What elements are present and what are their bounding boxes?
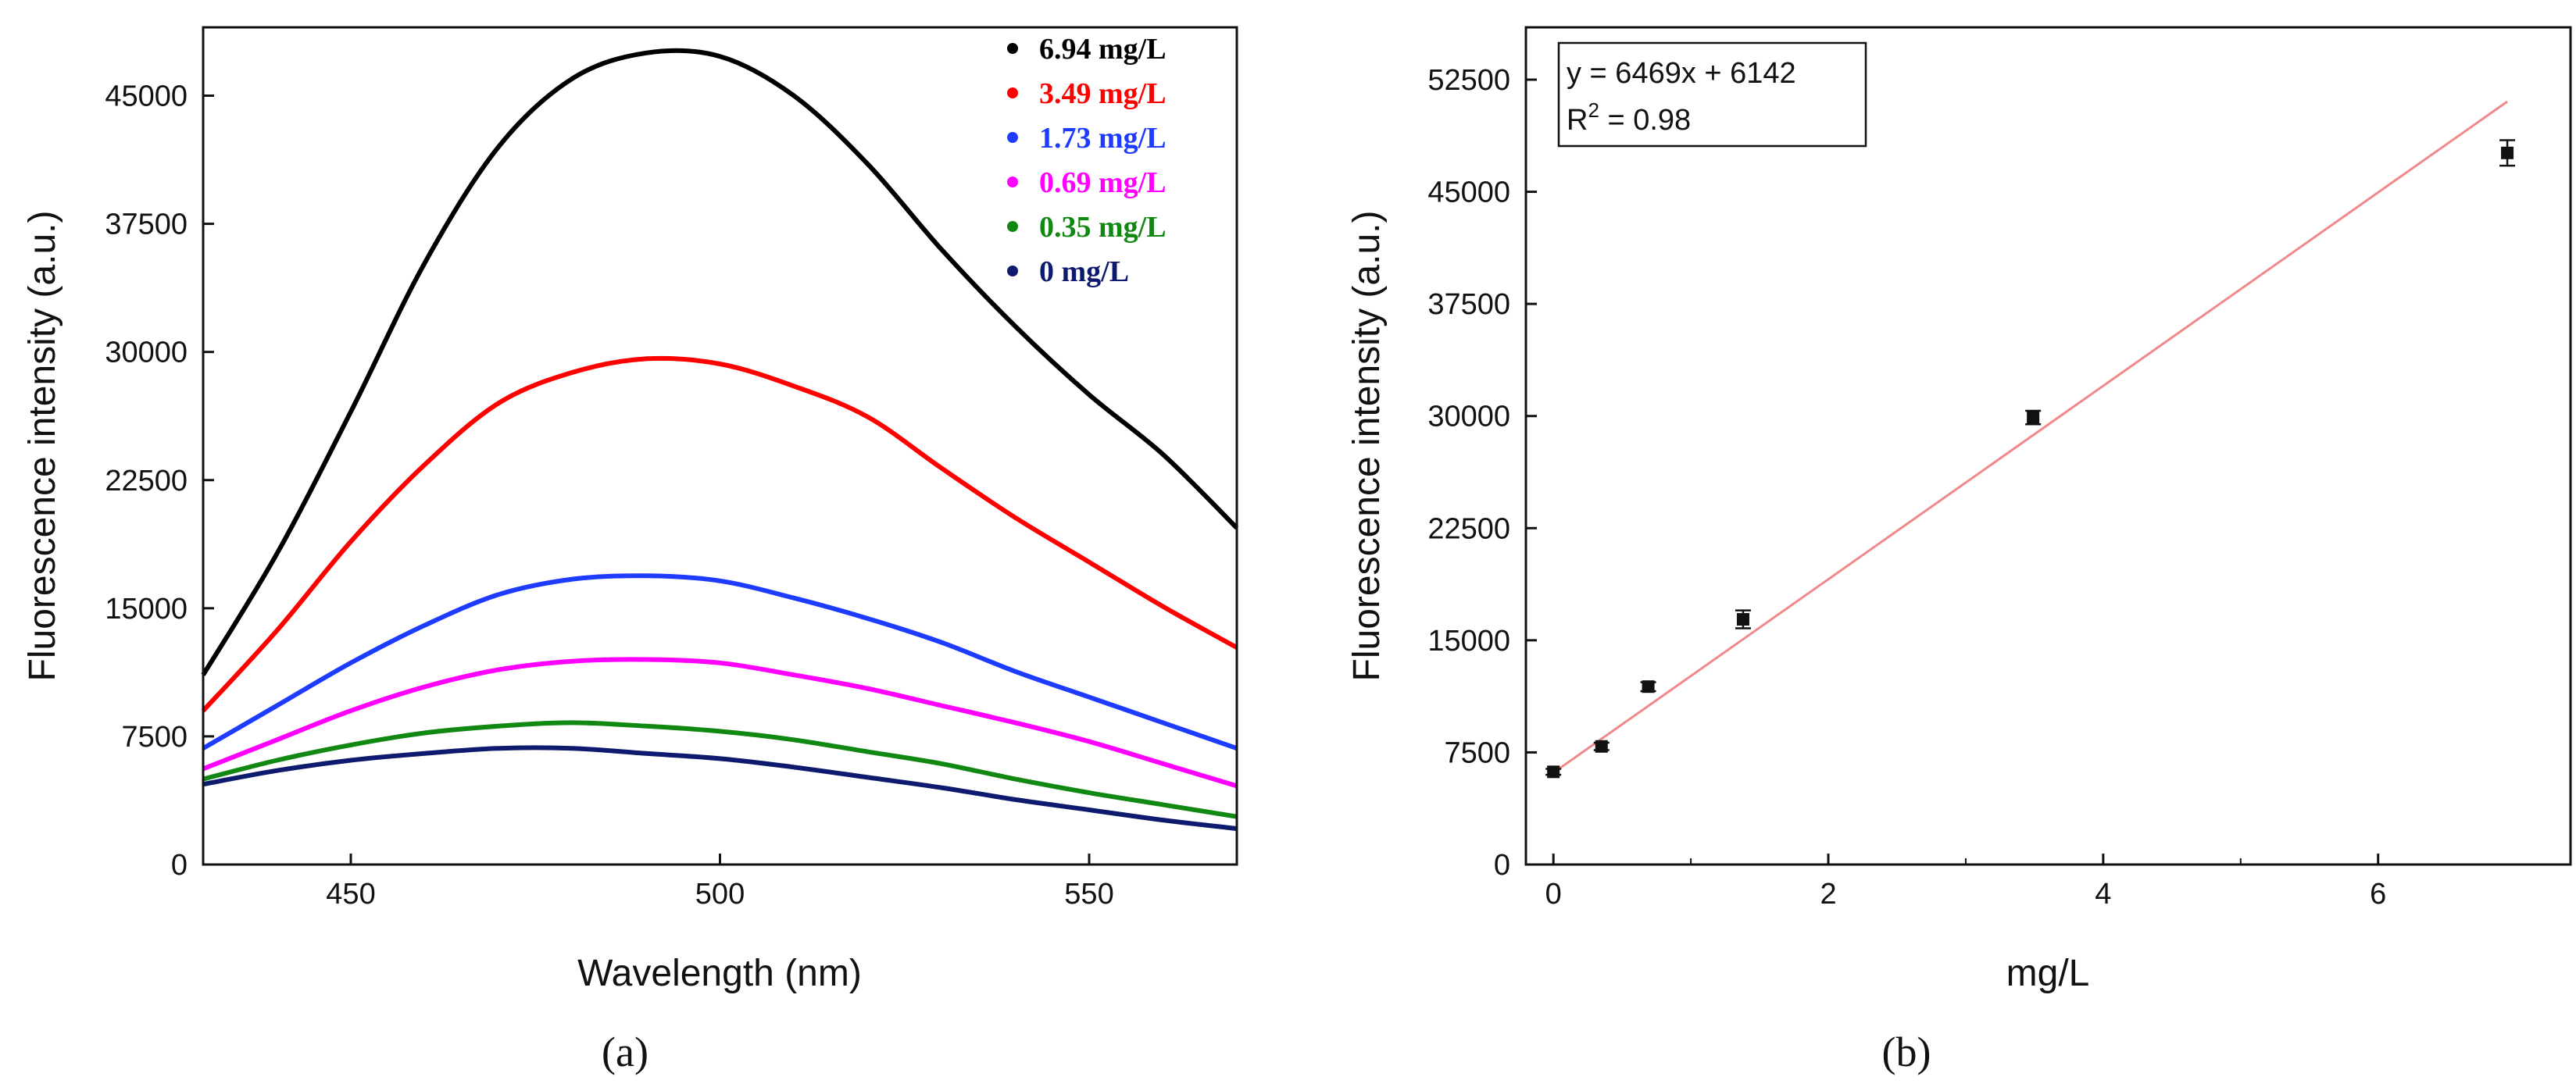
spectra-x-ticks: 450 500 550: [326, 854, 1114, 911]
calibration-y-ticks: 0 7500 15000 22500 30000 37500 45000 52500: [1427, 64, 1537, 882]
spectra-y-tick-label: 15000: [105, 593, 188, 626]
calibration-y-tick-label: 15000: [1427, 625, 1510, 658]
legend-marker-4: [1007, 221, 1018, 232]
point-marker: [1595, 740, 1608, 753]
calibration-y-axis-label: Fluorescence intensity (a.u.): [1346, 211, 1388, 682]
calibration-y-tick-label: 37500: [1427, 288, 1510, 321]
spectrum-line-3: [202, 657, 1238, 789]
point-marker: [2501, 146, 2514, 159]
legend-label-0: 6.94 mg/L: [1039, 33, 1167, 66]
legend-marker-3: [1007, 176, 1018, 187]
spectra-x-tick-label: 550: [1064, 878, 1113, 911]
spectra-y-tick-label: 37500: [105, 209, 188, 241]
spectra-y-tick-label: 0: [171, 849, 188, 882]
data-point-0: [1545, 765, 1562, 779]
calibration-chart: 0 2 4 6 0 7500 15000 22500 30000 37500 45000 52500…: [1346, 26, 2572, 1075]
r-squared: R2 = 0.98: [1567, 98, 1691, 137]
panel-label-b: (b): [1882, 1029, 1931, 1075]
spectra-chart: 450 500 550 0 7500 15000 22500 30000 37500 45000…: [22, 26, 1239, 1075]
calibration-y-tick-label: 45000: [1427, 176, 1510, 209]
calibration-x-ticks: 0 2 4 6: [1545, 854, 2386, 911]
calibration-x-axis-label: mg/L: [2006, 953, 2090, 994]
legend-label-4: 0.35 mg/L: [1039, 211, 1167, 244]
spectra-y-tick-label: 22500: [105, 465, 188, 497]
spectra-y-tick-label: 45000: [105, 80, 188, 113]
legend-marker-2: [1007, 132, 1018, 143]
equation-box-frame: [1557, 41, 1867, 148]
calibration-y-tick-label: 30000: [1427, 401, 1510, 433]
calibration-x-tick-label: 2: [1820, 878, 1836, 911]
calibration-x-tick-label: 4: [2095, 878, 2111, 911]
point-marker: [1547, 765, 1560, 779]
spectra-x-tick-label: 450: [326, 878, 375, 911]
legend-label-3: 0.69 mg/L: [1039, 166, 1167, 199]
spectrum-line-5: [202, 745, 1238, 832]
equation-box: y = 6469x + 6142 R2 = 0.98: [1557, 41, 1867, 148]
point-marker: [1642, 680, 1655, 693]
calibration-x-tick-label: 0: [1545, 878, 1562, 911]
calibration-x-tick-label: 6: [2370, 878, 2386, 911]
spectrum-line-4: [202, 720, 1238, 819]
calibration-plot-area: [1545, 100, 2516, 779]
data-point-1: [1593, 740, 1610, 753]
spectra-y-tick-label: 30000: [105, 337, 188, 369]
spectra-y-axis-label: Fluorescence intensity (a.u.): [22, 211, 63, 682]
data-point-2: [1640, 680, 1656, 693]
spectrum-line-1: [201, 355, 1238, 713]
spectra-legend: 6.94 mg/L 3.49 mg/L 1.73 mg/L 0.69 mg/L 0.35…: [1007, 33, 1167, 288]
calibration-y-tick-label: 7500: [1444, 736, 1510, 769]
calibration-y-tick-label: 52500: [1427, 64, 1510, 97]
legend-label-1: 3.49 mg/L: [1039, 77, 1167, 110]
panel-label-a: (a): [602, 1029, 648, 1075]
fit-line: [1552, 100, 2508, 774]
legend-marker-0: [1007, 43, 1018, 54]
calibration-y-tick-label: 0: [1494, 849, 1510, 882]
spectra-y-tick-label: 7500: [121, 721, 188, 754]
legend-marker-5: [1007, 266, 1018, 276]
point-marker: [1736, 613, 1749, 626]
spectra-x-tick-label: 500: [695, 878, 745, 911]
spectra-plot-area: [201, 48, 1239, 832]
legend-marker-1: [1007, 87, 1018, 98]
data-point-3: [1735, 609, 1751, 629]
legend-label-5: 0 mg/L: [1039, 255, 1129, 288]
spectra-y-ticks: 0 7500 15000 22500 30000 37500 45000: [105, 80, 214, 882]
spectrum-line-2: [202, 573, 1238, 751]
fit-equation: y = 6469x + 6142: [1567, 57, 1796, 90]
calibration-y-tick-label: 22500: [1427, 512, 1510, 545]
spectrum-line-0: [201, 48, 1239, 676]
point-marker: [2027, 411, 2040, 424]
data-point-4: [2025, 409, 2042, 426]
spectra-x-axis-label: Wavelength (nm): [577, 953, 862, 994]
data-point-5: [2499, 139, 2516, 167]
legend-label-2: 1.73 mg/L: [1039, 122, 1167, 155]
calibration-plot-frame: [1524, 26, 2572, 866]
